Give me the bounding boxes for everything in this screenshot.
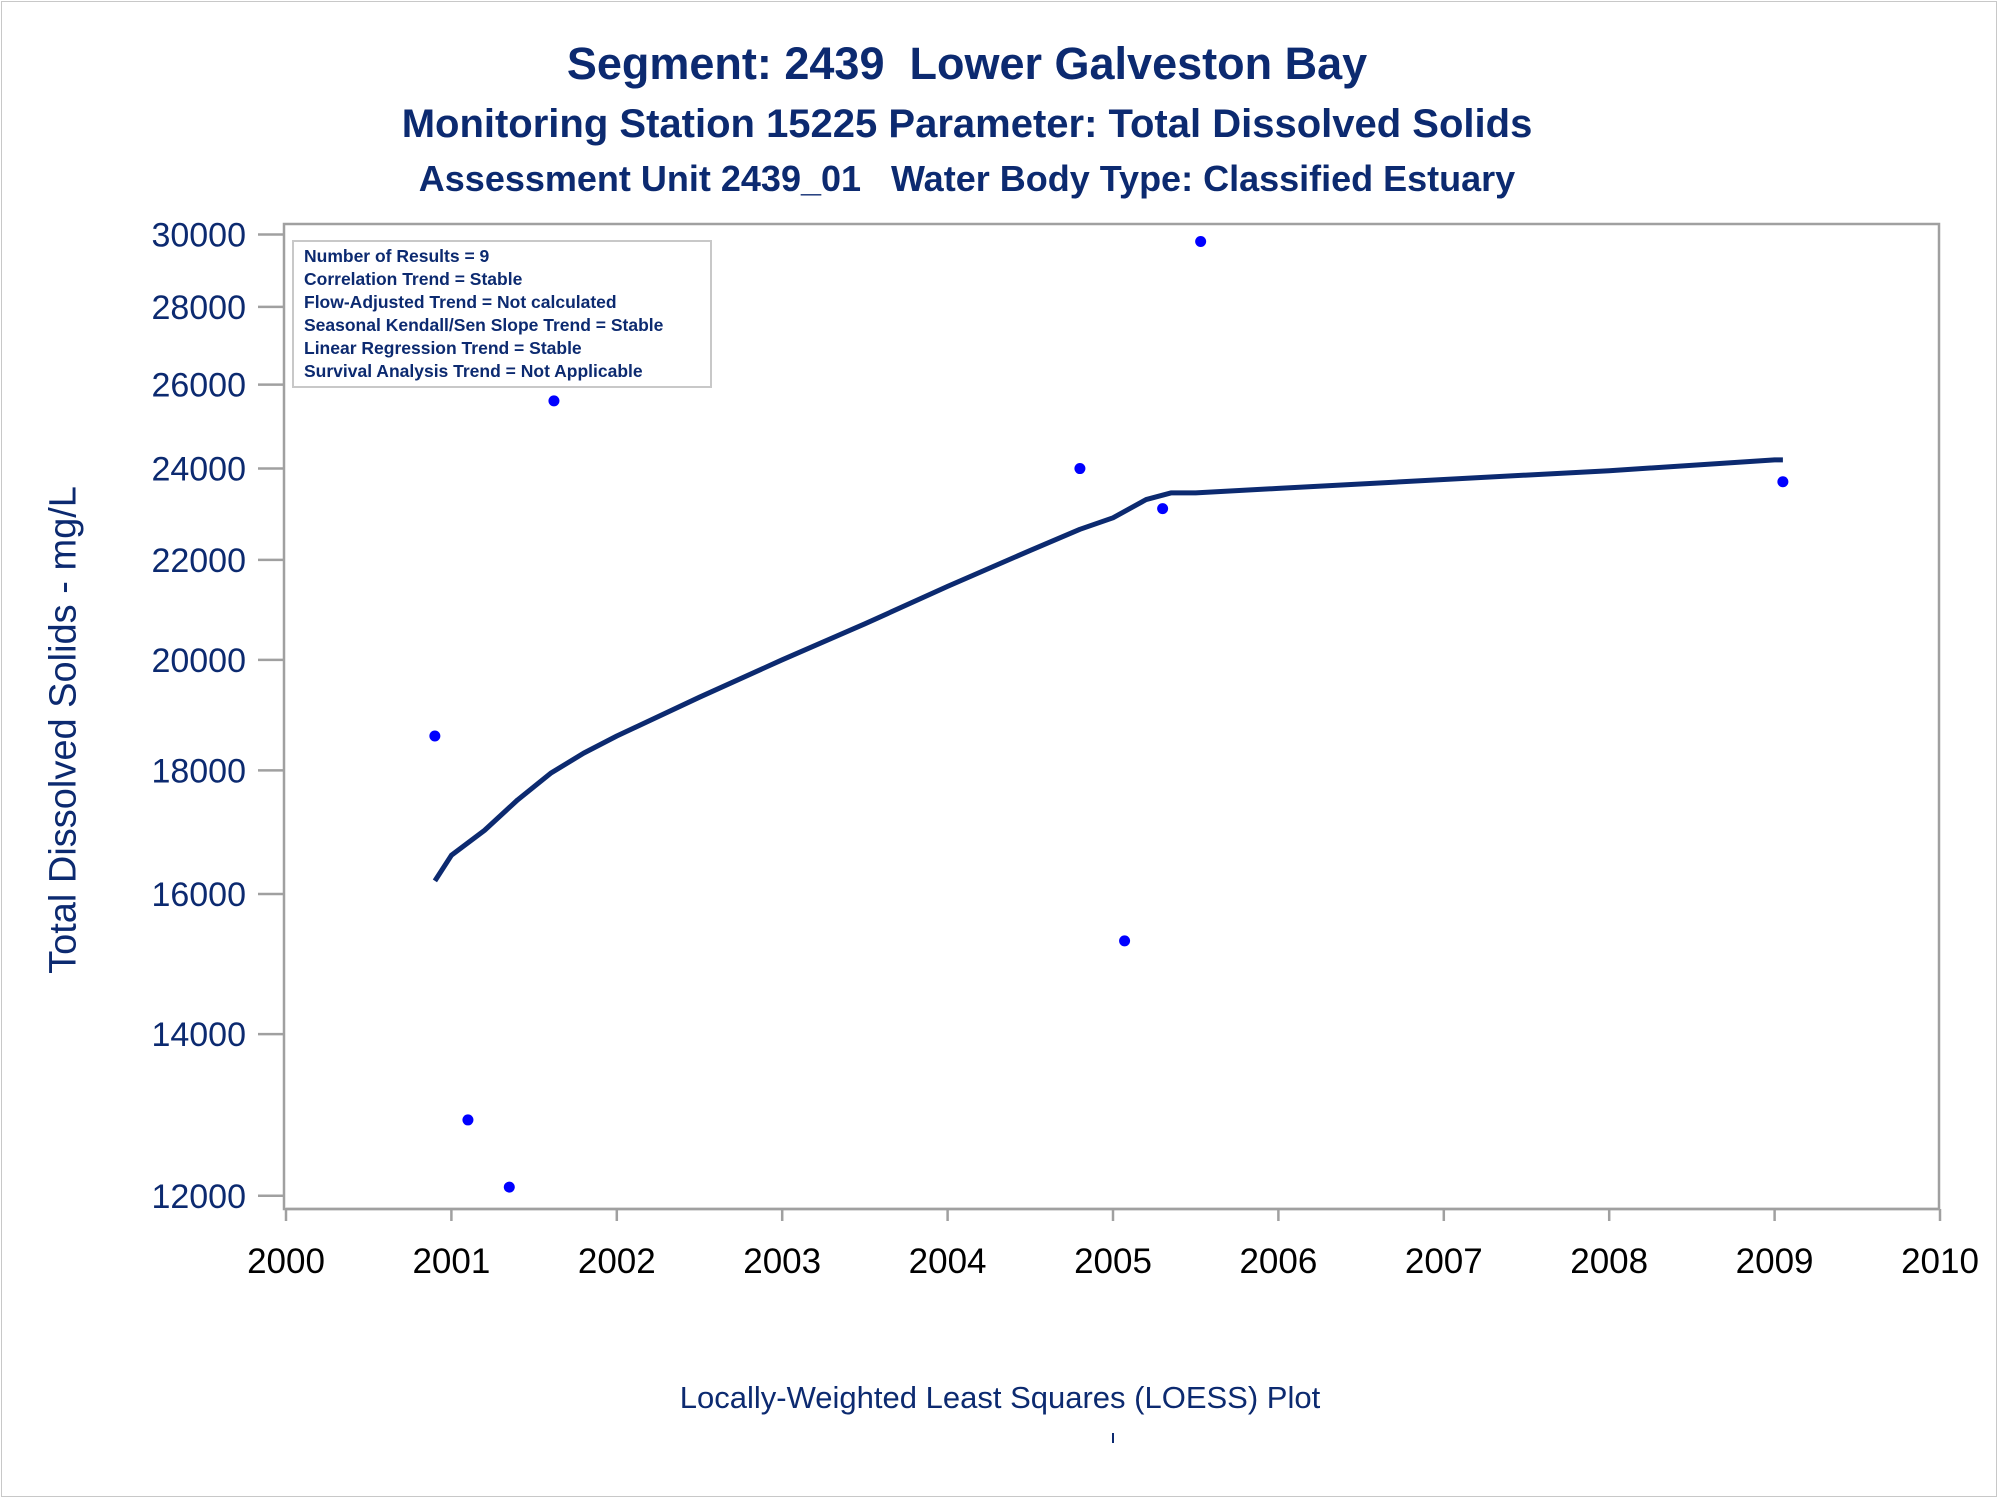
y-tick-label: 12000 [151,1178,246,1216]
x-tick-label: 2001 [412,1242,490,1281]
stat-linear-regression-trend: Linear Regression Trend = Stable [304,338,582,358]
y-tick-label: 30000 [151,216,246,254]
y-tick-label: 16000 [151,876,246,914]
data-point [1777,476,1789,488]
plot-method-caption: Locally-Weighted Least Squares (LOESS) P… [679,1380,1321,1415]
stat-survival-analysis-trend: Survival Analysis Trend = Not Applicable [304,361,643,381]
x-tick-label: 2010 [1901,1242,1979,1281]
stat-correlation-trend: Correlation Trend = Stable [304,269,523,289]
y-tick-label: 22000 [151,542,246,580]
x-tick-label: 2006 [1239,1242,1317,1281]
chart-subtitle-station: Monitoring Station 15225 Parameter: Tota… [401,102,1533,146]
data-point [503,1181,515,1193]
y-axis: 12000 14000 16000 18000 20000 22000 24000 26000… [151,216,284,1216]
y-tick-label: 18000 [151,752,246,790]
stat-number-of-results: Number of Results = 9 [304,246,490,266]
footnote-tick-mark [1112,1433,1114,1443]
data-point [462,1114,474,1126]
data-points [429,235,1789,1193]
data-point [1119,935,1131,947]
trend-stats-box: Number of Results = 9 Correlation Trend … [292,240,712,388]
y-tick-label: 28000 [151,289,246,327]
chart-title: Segment: 2439 Lower Galveston Bay [566,38,1368,89]
data-point [548,395,560,407]
stat-seasonal-kendall-trend: Seasonal Kendall/Sen Slope Trend = Stabl… [304,315,664,335]
x-tick-label: 2007 [1405,1242,1483,1281]
x-tick-label: 2004 [909,1242,987,1281]
x-tick-label: 2000 [247,1242,325,1281]
x-tick-label: 2003 [743,1242,821,1281]
x-tick-label: 2009 [1736,1242,1814,1281]
x-tick-label: 2005 [1074,1242,1152,1281]
data-point [1074,463,1086,475]
x-axis: 2000 2001 2002 2003 2004 2005 2006 2007 2008 2009… [247,1207,1979,1281]
data-point [1157,503,1169,515]
data-point [429,730,441,742]
data-point [1195,235,1207,247]
y-tick-label: 20000 [151,642,246,680]
stat-flow-adjusted-trend: Flow-Adjusted Trend = Not calculated [304,292,617,312]
y-tick-label: 14000 [151,1016,246,1054]
y-tick-label: 24000 [151,451,246,489]
loess-trend-line [432,457,1783,883]
y-tick-label: 26000 [151,367,246,405]
x-tick-label: 2002 [578,1242,656,1281]
x-tick-label: 2008 [1570,1242,1648,1281]
chart-subtitle-assessment: Assessment Unit 2439_01 Water Body Type:… [418,158,1516,199]
